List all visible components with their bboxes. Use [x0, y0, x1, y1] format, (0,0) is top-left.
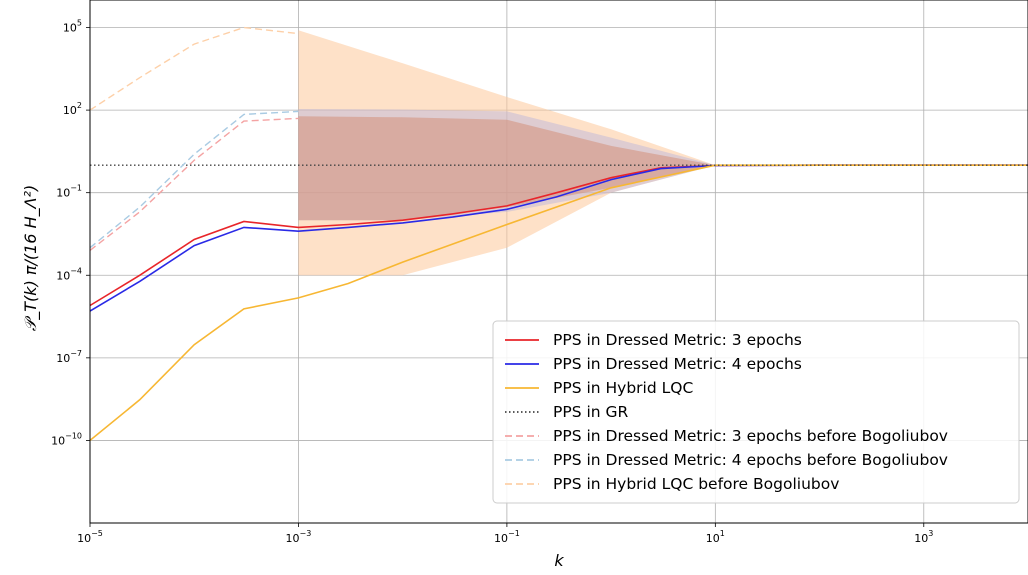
plot-frame — [89, 0, 1028, 524]
legend: PPS in Dressed Metric: 3 epochs PPS in Dr… — [492, 320, 1020, 504]
legend-label: PPS in Hybrid LQC before Bogoliubov — [553, 475, 839, 493]
legend-label: PPS in Dressed Metric: 3 epochs before B… — [553, 427, 948, 445]
series-line — [90, 26, 299, 111]
y-tick-label: 10−1 — [56, 184, 82, 200]
legend-label: PPS in GR — [553, 403, 629, 421]
x-tick-label: 10−1 — [494, 529, 520, 545]
legend-box — [492, 320, 1020, 504]
y-tick-label: 105 — [63, 19, 82, 35]
x-tick-label: 10−3 — [286, 529, 312, 545]
y-axis-label: 𝒫_T(k) π/(16 H_Λ²) — [21, 185, 41, 332]
x-tick-label: 101 — [706, 529, 725, 545]
series-line — [90, 117, 299, 251]
series-lines — [90, 26, 1028, 442]
y-tick-label: 10−10 — [51, 431, 82, 447]
series-line — [90, 110, 299, 249]
legend-label: PPS in Dressed Metric: 4 epochs before B… — [553, 451, 948, 469]
series-line — [90, 164, 1028, 442]
y-tick-label: 102 — [63, 101, 82, 117]
y-tick-label: 10−4 — [56, 266, 82, 282]
x-axis-label: k — [554, 551, 564, 570]
x-axis-ticks: 10−5 10−3 10−1 101 103 — [77, 523, 933, 545]
x-tick-label: 10−5 — [77, 529, 103, 545]
series-line — [90, 164, 1028, 312]
y-axis-ticks: 10−10 10−7 10−4 10−1 102 105 — [51, 19, 90, 447]
oscillation-band — [298, 116, 716, 221]
legend-label: PPS in Hybrid LQC — [553, 379, 693, 397]
legend-label: PPS in Dressed Metric: 4 epochs — [553, 355, 802, 373]
legend-label: PPS in Dressed Metric: 3 epochs — [553, 331, 802, 349]
x-tick-label: 103 — [914, 529, 933, 545]
y-tick-label: 10−7 — [56, 349, 82, 365]
